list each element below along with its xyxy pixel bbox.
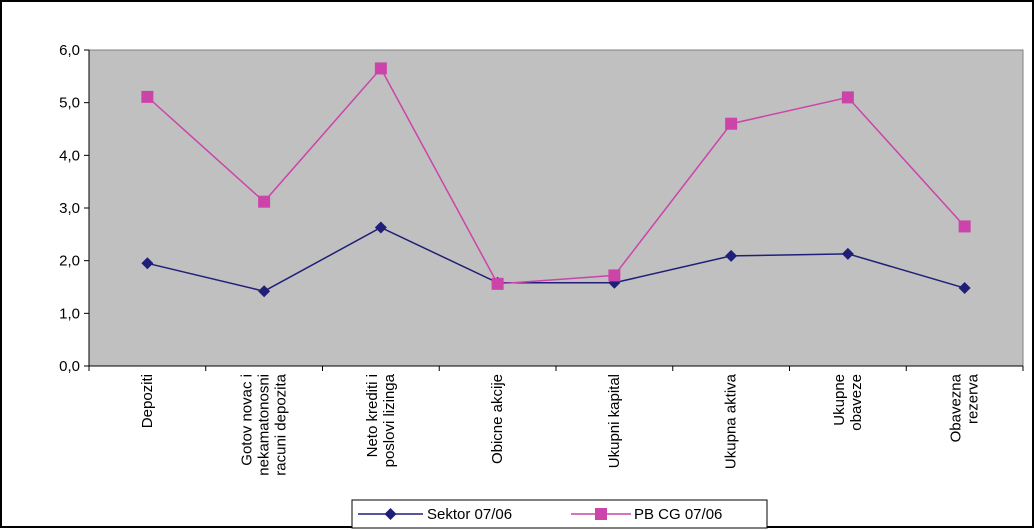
series-point-diamond — [141, 257, 154, 270]
series-line-1 — [146, 67, 966, 285]
series-point-square — [258, 195, 271, 208]
category-label: Neto krediti i — [364, 374, 381, 457]
x-axis-ticks: Depoziti Gotov novac i nekamatonosni racuni… — [88, 366, 1024, 476]
legend-label-pbcg: PB CG 07/06 — [634, 506, 722, 523]
series-layer — [141, 62, 971, 298]
category-label: Ukupni kapital — [606, 374, 623, 468]
series-point-square — [725, 117, 738, 130]
category-label: Obicne akcije — [489, 374, 506, 464]
y-tick-label: 4,0 — [59, 147, 80, 164]
legend: Sektor 07/06 PB CG 07/06 — [351, 499, 768, 529]
category-label: obaveze — [848, 374, 865, 431]
y-tick-label: 5,0 — [59, 95, 80, 112]
series-point-square — [491, 277, 504, 290]
y-tick-label: 2,0 — [59, 253, 80, 270]
y-tick-label: 6,0 — [59, 42, 80, 59]
series-point-square — [958, 220, 971, 233]
series-point-diamond — [958, 282, 971, 295]
category-label: Depoziti — [139, 374, 156, 428]
category-label: Obavezna — [948, 373, 965, 442]
series-point-square — [608, 269, 621, 282]
category-label: Ukupna aktiva — [723, 373, 740, 469]
series-point-diamond — [258, 285, 271, 298]
series-point-square — [841, 91, 854, 104]
category-label: Ukupne — [831, 374, 848, 426]
series-point-square — [374, 62, 387, 75]
category-label: Gotov novac i — [239, 374, 256, 466]
series-point-diamond — [725, 249, 738, 262]
series-point-square — [141, 90, 154, 103]
category-label: racuni depozita — [273, 373, 290, 475]
y-tick-label: 0,0 — [59, 358, 80, 375]
y-tick-label: 1,0 — [59, 305, 80, 322]
legend-marker-pbcg — [595, 508, 607, 520]
category-label: nekamatonosni — [256, 374, 273, 476]
y-tick-label: 3,0 — [59, 200, 80, 217]
category-label: poslovi lizinga — [381, 373, 398, 467]
legend-marker-sektor — [384, 508, 397, 520]
category-label: rezerva — [965, 373, 982, 424]
series-point-diamond — [841, 247, 854, 260]
series-point-diamond — [374, 221, 387, 234]
y-axis-ticks: 0,0 1,0 2,0 3,0 4,0 5,0 6,0 — [59, 42, 89, 375]
legend-label-sektor: Sektor 07/06 — [427, 506, 512, 523]
plot-area — [88, 49, 1024, 367]
series-line-0 — [147, 226, 965, 293]
